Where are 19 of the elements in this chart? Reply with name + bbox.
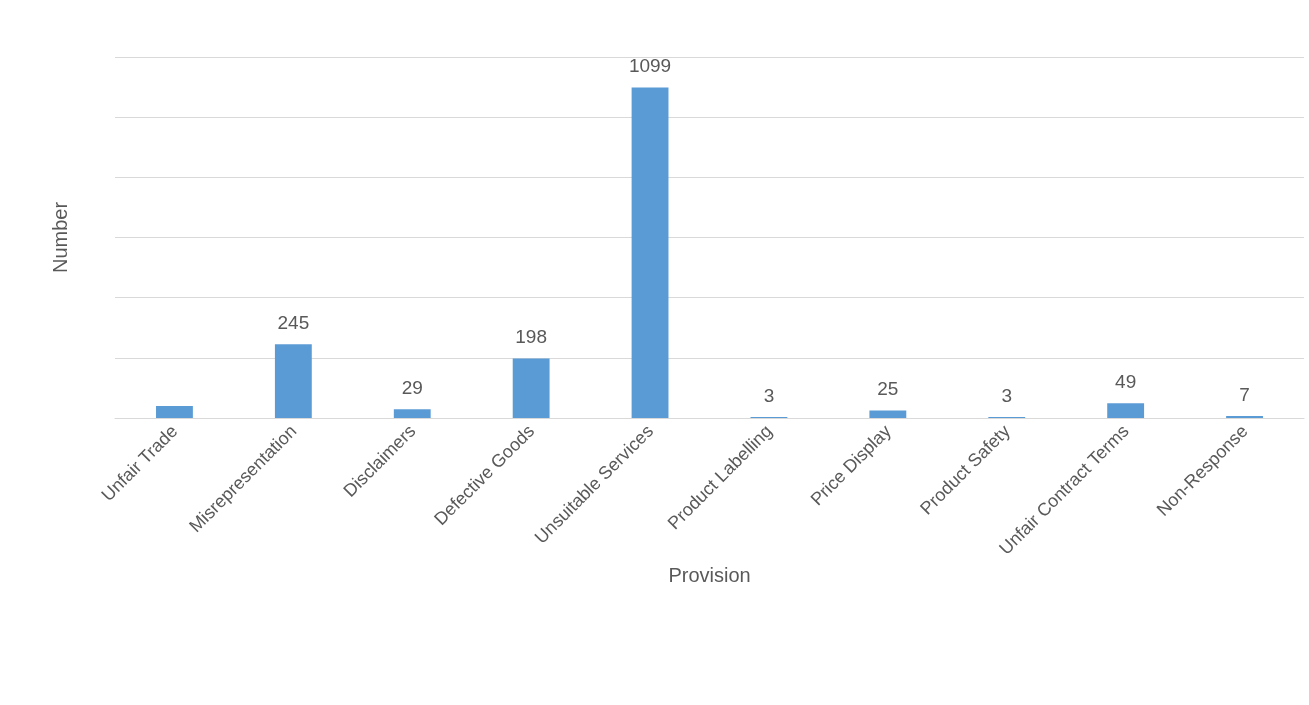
data-label: 3 bbox=[763, 385, 775, 407]
data-label: 245 bbox=[277, 312, 310, 334]
data-label: 7 bbox=[1239, 383, 1250, 405]
bar bbox=[393, 409, 431, 418]
bar bbox=[631, 87, 669, 418]
data-label: 29 bbox=[401, 377, 423, 399]
bar bbox=[1107, 403, 1145, 418]
bar bbox=[1226, 415, 1263, 418]
bar bbox=[156, 405, 193, 418]
bar bbox=[869, 410, 907, 418]
data-label: 198 bbox=[515, 326, 547, 348]
bar bbox=[274, 344, 312, 418]
bar bbox=[512, 358, 550, 418]
data-label: 1099 bbox=[628, 55, 672, 77]
data-label: 3 bbox=[1001, 385, 1013, 407]
x-axis-title: Provision bbox=[668, 564, 751, 587]
data-label: 25 bbox=[877, 378, 899, 400]
data-label: 49 bbox=[1115, 371, 1137, 393]
y-axis-title: Number bbox=[49, 201, 71, 274]
